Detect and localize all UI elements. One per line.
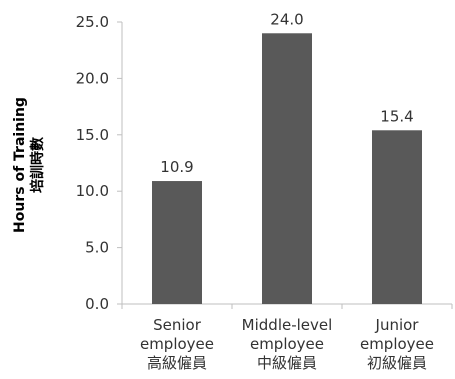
y-axis: 0.0 5.0 10.0 15.0 20.0 25.0 [76, 13, 123, 313]
x-category-label: 初級僱員 [367, 354, 427, 372]
x-category-label: employee [140, 335, 214, 353]
bar [372, 130, 422, 304]
x-category-label: employee [250, 335, 324, 353]
x-category-label: 中級僱員 [257, 354, 317, 372]
y-tick-label: 20.0 [76, 69, 109, 87]
bar-value-label: 15.4 [380, 107, 413, 125]
x-category-label: employee [360, 335, 434, 353]
y-tick-label: 5.0 [85, 239, 109, 257]
y-tick-label: 10.0 [76, 182, 109, 200]
y-axis-title: Hours of Training 培訓時數 [12, 97, 46, 233]
category-labels: Senioremployee高級僱員Middle-levelemployee中級… [140, 316, 434, 372]
x-category-label: Senior [153, 316, 202, 334]
x-category-label: 高級僱員 [147, 354, 207, 372]
y-tick-label: 25.0 [76, 13, 109, 31]
y-axis-title-line: 培訓時數 [29, 137, 46, 193]
x-category-label: Junior [375, 316, 420, 334]
x-category-label: Middle-level [242, 316, 333, 334]
y-tick-label: 15.0 [76, 126, 109, 144]
data-labels: 10.9 24.0 15.4 [160, 10, 413, 176]
bar-value-label: 10.9 [160, 158, 193, 176]
y-tick-label: 0.0 [85, 295, 109, 313]
bar [262, 33, 312, 304]
bar-value-label: 24.0 [270, 10, 303, 28]
bar [152, 181, 202, 304]
bars [152, 33, 422, 304]
x-axis [121, 303, 453, 309]
y-axis-title-line: Hours of Training [12, 97, 28, 233]
